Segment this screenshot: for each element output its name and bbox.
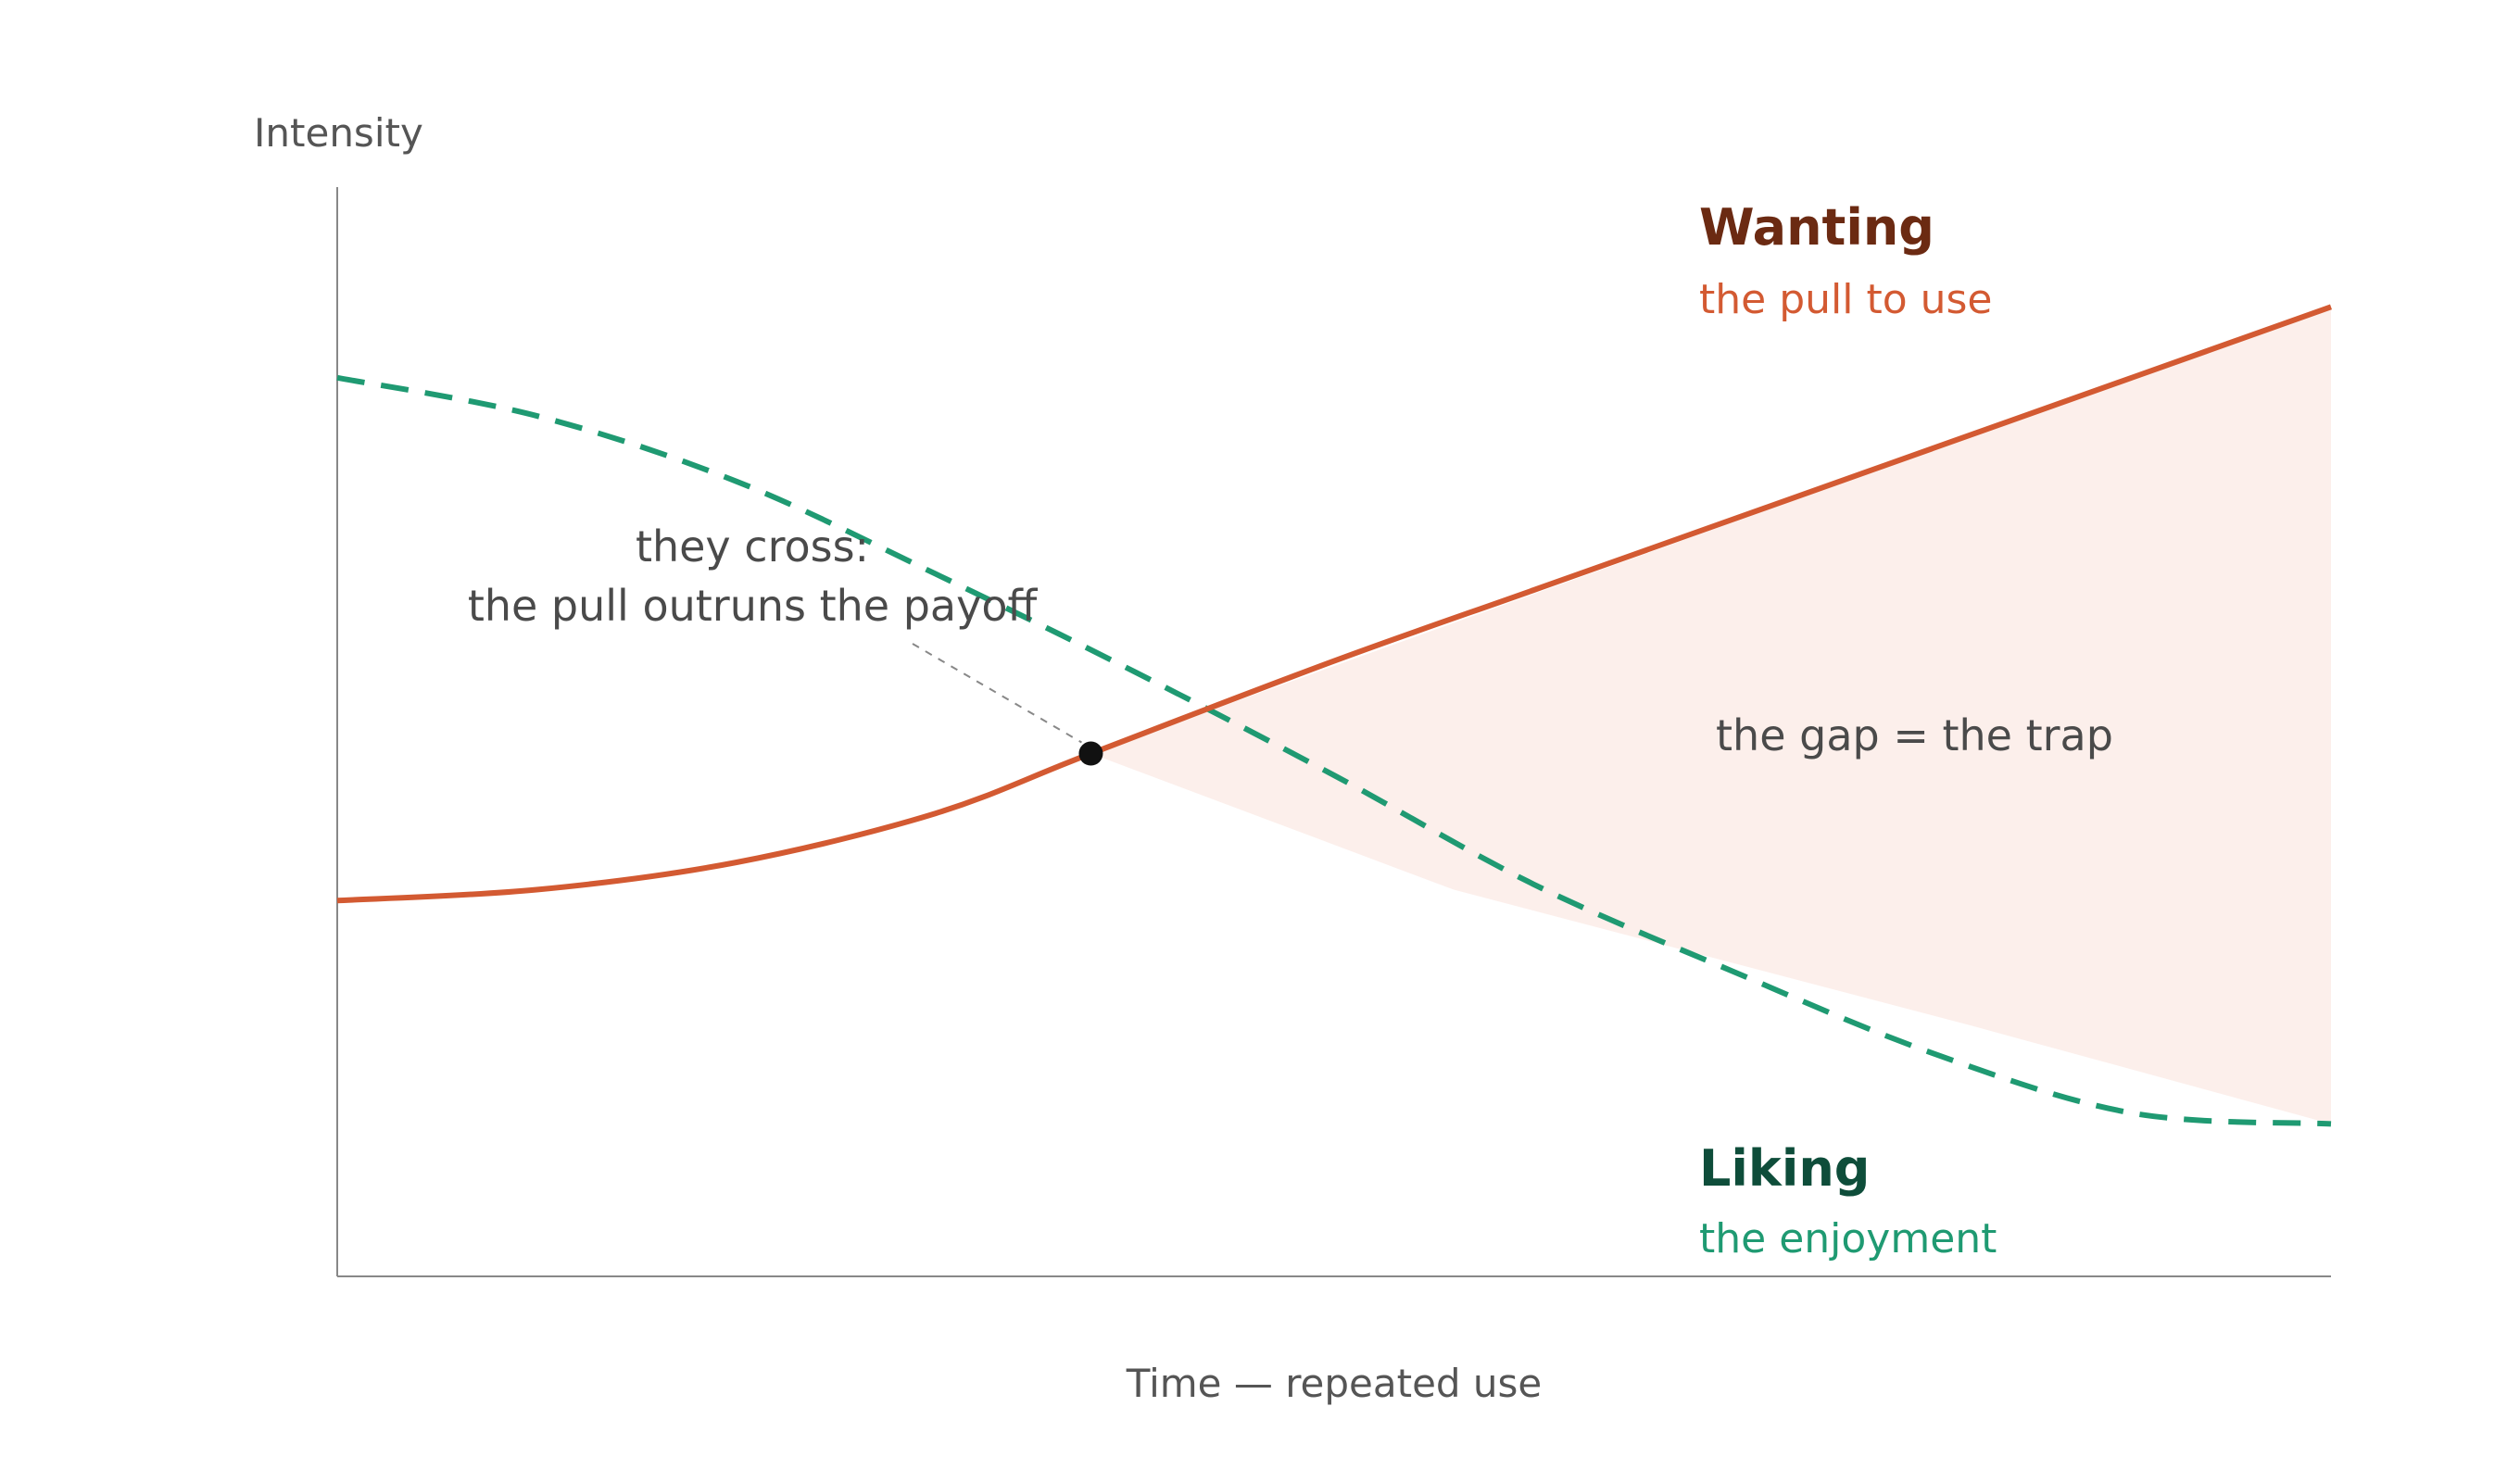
legend-wanting-subtitle: the pull to use — [1699, 276, 1993, 323]
annotation-gap: the gap = the trap — [1716, 710, 2113, 760]
annotation-leader-line — [912, 643, 1082, 744]
legend-liking-subtitle: the enjoyment — [1699, 1215, 1997, 1262]
annotation-cross-line1: they cross: — [636, 521, 869, 571]
y-axis-label: Intensity — [254, 110, 423, 156]
crossing-marker — [1078, 741, 1103, 766]
x-axis-label: Time — repeated use — [1126, 1361, 1543, 1406]
legend-liking-title: Liking — [1699, 1139, 1870, 1198]
legend-wanting-title: Wanting — [1699, 198, 1934, 257]
annotation-cross-line2: the pull outruns the payoff — [468, 581, 1039, 631]
series-line-liking — [336, 374, 2332, 1127]
gap-area — [1090, 307, 2331, 1124]
series-line-wanting — [336, 304, 2333, 904]
